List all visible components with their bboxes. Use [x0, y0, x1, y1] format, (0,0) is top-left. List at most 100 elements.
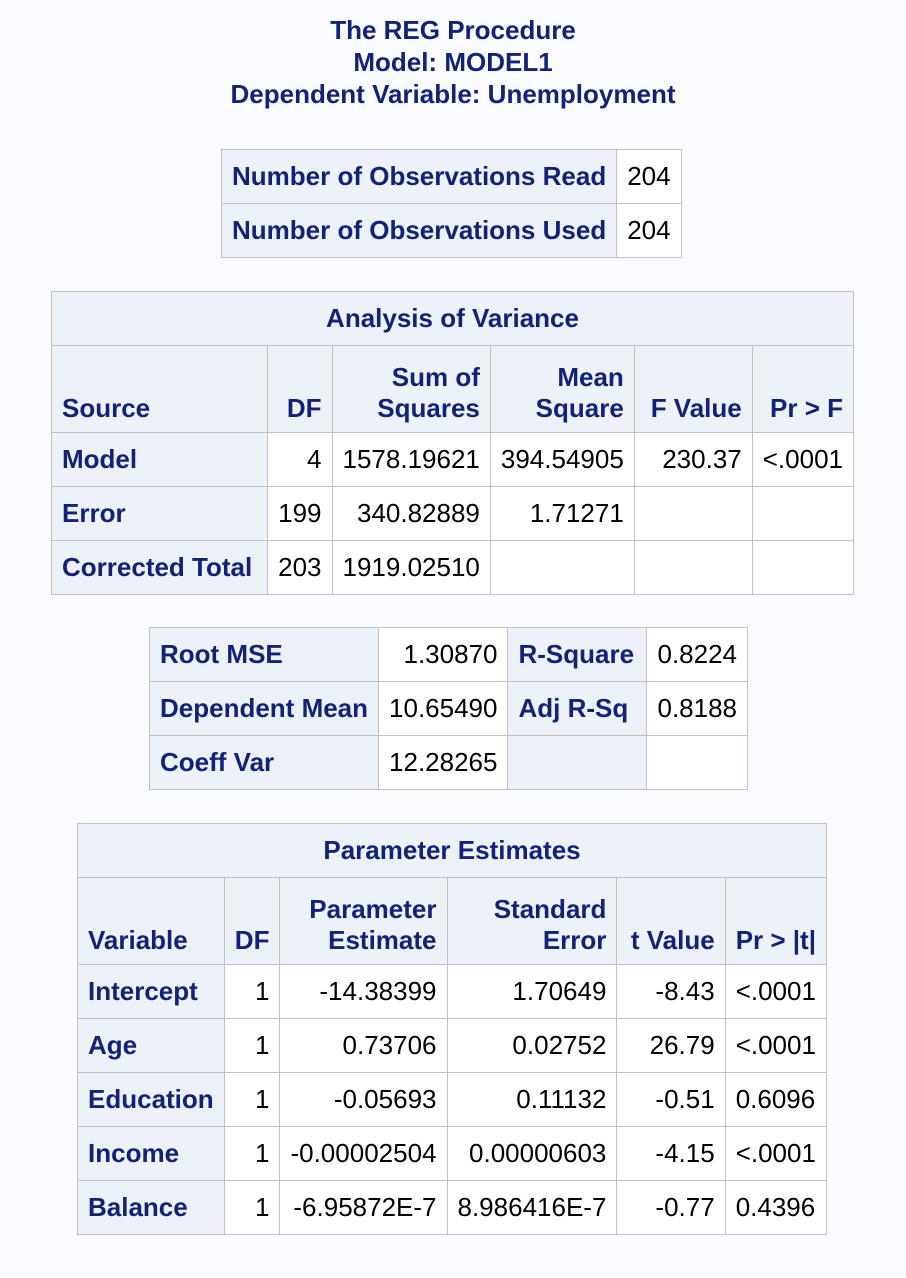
ss-header-line1: Sum of [391, 362, 480, 392]
cell-ss: 340.82889 [331, 486, 491, 541]
col-header-mean-square: Mean Square [489, 345, 635, 433]
table-caption-row: Parameter Estimates [77, 823, 827, 878]
cell-df: 1 [223, 1180, 281, 1235]
cell-t: 26.79 [616, 1018, 726, 1073]
anova-table: Analysis of Variance Source DF Sum of Squ… [50, 291, 855, 595]
row-header: Education [77, 1072, 225, 1127]
cell-p: <.0001 [751, 432, 855, 487]
col-header-pr-t: Pr > |t| [724, 877, 828, 965]
anova-caption: Analysis of Variance [51, 291, 854, 346]
row-header: Age [77, 1018, 225, 1073]
table-row: Balance 1 -6.95872E-7 8.986416E-7 -0.77 … [77, 1180, 828, 1235]
procedure-titles: The REG Procedure Model: MODEL1 Dependen… [0, 14, 906, 110]
col-header-df: DF [223, 877, 281, 965]
table-row: Root MSE 1.30870 R-Square 0.8224 [148, 627, 749, 682]
obs-read-value: 204 [616, 149, 682, 204]
cell-t: -0.77 [616, 1180, 726, 1235]
cell-standard-error: 8.986416E-7 [446, 1180, 618, 1235]
cell-standard-error: 0.11132 [446, 1072, 618, 1127]
se-header-line2: Error [542, 925, 607, 955]
cell-ss: 1578.19621 [331, 432, 491, 487]
cell-p: <.0001 [724, 964, 828, 1019]
cell-df: 4 [267, 432, 333, 487]
col-header-parameter-estimate: Parameter Estimate [279, 877, 448, 965]
cell-ms [489, 540, 635, 595]
cell-p: 0.4396 [724, 1180, 828, 1235]
row-header: Balance [77, 1180, 225, 1235]
row-header: Income [77, 1126, 225, 1181]
fit-value [646, 735, 749, 790]
cell-estimate: -0.05693 [279, 1072, 448, 1127]
cell-standard-error: 0.00000603 [446, 1126, 618, 1181]
cell-df: 1 [223, 964, 281, 1019]
cell-df: 1 [223, 1126, 281, 1181]
table-header-row: Variable DF Parameter Estimate Standard Er… [77, 877, 828, 965]
table-row: Income 1 -0.00002504 0.00000603 -4.15 <.… [77, 1126, 828, 1181]
table-header-row: Source DF Sum of Squares Mean Square F Val… [50, 345, 855, 433]
fit-label: Coeff Var [148, 735, 380, 790]
observations-table: Number of Observations Read 204 Number o… [220, 149, 682, 258]
cell-p [751, 540, 855, 595]
fit-label [507, 735, 648, 790]
obs-used-label: Number of Observations Used [220, 203, 618, 258]
fit-value: 0.8188 [646, 681, 749, 736]
procedure-title: The REG Procedure [330, 15, 576, 45]
cell-standard-error: 1.70649 [446, 964, 618, 1019]
table-row: Number of Observations Read 204 [220, 149, 682, 204]
cell-df: 203 [267, 540, 333, 595]
col-header-df: DF [267, 345, 333, 433]
col-header-sum-of-squares: Sum of Squares [331, 345, 491, 433]
cell-estimate: 0.73706 [279, 1018, 448, 1073]
cell-df: 1 [223, 1072, 281, 1127]
table-row: Intercept 1 -14.38399 1.70649 -8.43 <.00… [77, 964, 828, 1019]
params-caption: Parameter Estimates [77, 823, 827, 878]
table-row: Age 1 0.73706 0.02752 26.79 <.0001 [77, 1018, 828, 1073]
row-header: Intercept [77, 964, 225, 1019]
cell-p [751, 486, 855, 541]
cell-estimate: -6.95872E-7 [279, 1180, 448, 1235]
model-title: Model: MODEL1 [353, 47, 553, 77]
obs-used-value: 204 [616, 203, 682, 258]
table-row: Number of Observations Used 204 [220, 203, 682, 258]
col-header-pr-f: Pr > F [751, 345, 855, 433]
cell-f [633, 486, 753, 541]
ss-header-line2: Squares [377, 393, 480, 423]
cell-f [633, 540, 753, 595]
fit-value: 0.8224 [646, 627, 749, 682]
ms-header-line2: Square [535, 393, 624, 423]
cell-estimate: -0.00002504 [279, 1126, 448, 1181]
col-header-source: Source [50, 345, 269, 433]
cell-standard-error: 0.02752 [446, 1018, 618, 1073]
col-header-variable: Variable [77, 877, 225, 965]
table-caption-row: Analysis of Variance [51, 291, 854, 346]
dependent-variable-title: Dependent Variable: Unemployment [230, 79, 676, 109]
fit-label: Adj R-Sq [507, 681, 648, 736]
ms-header-line1: Mean [557, 362, 624, 392]
table-row: Coeff Var 12.28265 [148, 735, 749, 790]
cell-ss: 1919.02510 [331, 540, 491, 595]
fit-value: 1.30870 [378, 627, 509, 682]
est-header-line1: Parameter [309, 894, 437, 924]
table-row: Model 4 1578.19621 394.54905 230.37 <.00… [50, 432, 855, 487]
se-header-line1: Standard [493, 894, 607, 924]
cell-estimate: -14.38399 [279, 964, 448, 1019]
fit-value: 10.65490 [378, 681, 509, 736]
table-row: Dependent Mean 10.65490 Adj R-Sq 0.8188 [148, 681, 749, 736]
row-header: Model [50, 432, 269, 487]
obs-read-label: Number of Observations Read [220, 149, 618, 204]
cell-df: 1 [223, 1018, 281, 1073]
parameter-estimates-table: Parameter Estimates Variable DF Paramete… [77, 823, 828, 1235]
row-header: Corrected Total [50, 540, 269, 595]
cell-t: -4.15 [616, 1126, 726, 1181]
fit-label: R-Square [507, 627, 648, 682]
cell-p: <.0001 [724, 1018, 828, 1073]
cell-ms: 1.71271 [489, 486, 635, 541]
col-header-standard-error: Standard Error [446, 877, 618, 965]
est-header-line2: Estimate [328, 925, 437, 955]
table-row: Corrected Total 203 1919.02510 [50, 540, 855, 595]
fit-label: Dependent Mean [148, 681, 380, 736]
col-header-f-value: F Value [633, 345, 753, 433]
row-header: Error [50, 486, 269, 541]
cell-p: <.0001 [724, 1126, 828, 1181]
cell-f: 230.37 [633, 432, 753, 487]
